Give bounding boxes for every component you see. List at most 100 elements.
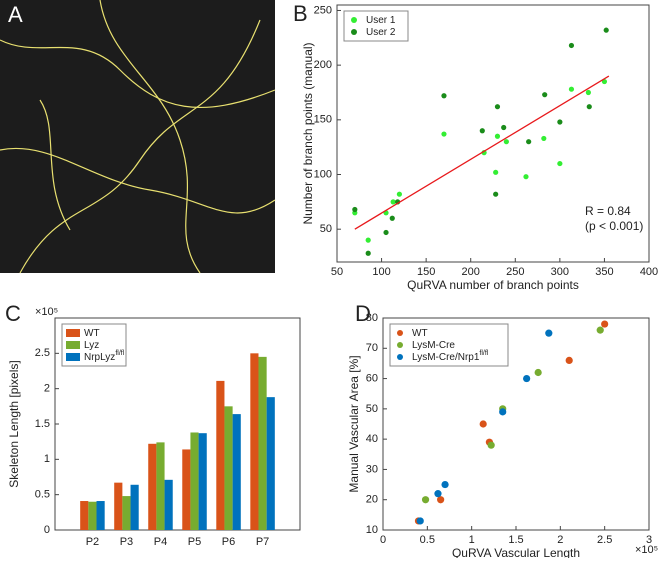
bar — [156, 442, 165, 530]
y-axis-label: Number of branch points (manual) — [301, 42, 315, 224]
micrograph — [0, 0, 275, 273]
plot-frame — [336, 4, 650, 263]
point — [494, 104, 501, 110]
legend-name: NrpLyz — [84, 352, 115, 363]
legend-box — [343, 10, 409, 42]
legend-marker — [351, 29, 357, 35]
y-tick-label: 250 — [314, 4, 332, 16]
bar — [96, 501, 105, 530]
legend-label: WT — [84, 328, 100, 339]
point — [434, 490, 442, 498]
point — [557, 119, 563, 125]
bar — [250, 353, 259, 530]
y-tick-label: 1 — [44, 453, 50, 465]
vessel-traces — [0, 0, 276, 274]
point — [586, 104, 592, 110]
panel-label: D — [355, 301, 371, 326]
point — [526, 139, 532, 145]
y-axis-label: Skeleton Length [pixels] — [7, 360, 21, 487]
point — [390, 199, 396, 205]
point — [568, 42, 575, 49]
x-tick-label: 2.5 — [597, 534, 612, 546]
y-tick-label: 20 — [366, 494, 378, 506]
point — [389, 215, 395, 221]
bar — [198, 433, 207, 530]
bar — [182, 449, 191, 530]
point — [603, 27, 609, 33]
bar — [232, 414, 241, 530]
x-axis-label: QuRVA Vascular Length — [452, 546, 580, 558]
x-tick-label: P6 — [222, 536, 235, 548]
annotation: (p < 0.001) — [585, 219, 643, 233]
point — [557, 160, 563, 167]
point — [421, 496, 430, 504]
y-tick-label: 60 — [366, 372, 378, 384]
legend-label: LysM-Cre — [412, 340, 455, 351]
fit-line — [354, 75, 610, 230]
y-tick-label: 40 — [366, 433, 378, 445]
panel-label: C — [5, 301, 21, 326]
point — [479, 128, 485, 134]
legend-marker — [351, 17, 357, 23]
y-exponent: ×10⁵ — [35, 306, 58, 318]
y-tick-label: 150 — [314, 114, 332, 126]
y-tick-label: 10 — [366, 524, 378, 536]
point — [501, 124, 507, 131]
x-tick-label: 50 — [331, 266, 343, 278]
legend-swatch — [66, 341, 80, 349]
legend-label: Lyz — [84, 340, 99, 351]
x-tick-label: 2 — [557, 534, 563, 546]
point — [568, 86, 575, 92]
y-tick-label: 1.5 — [35, 418, 50, 430]
bar — [224, 406, 233, 530]
legend-name: Lyz — [84, 340, 99, 351]
y-tick-label: 30 — [366, 463, 378, 475]
legend-label: User 1 — [366, 15, 396, 26]
bar — [122, 496, 131, 530]
point — [383, 229, 389, 236]
point — [416, 517, 424, 525]
y-tick-label: 50 — [320, 223, 332, 235]
point — [493, 169, 499, 175]
legend-label: User 2 — [366, 27, 396, 38]
point — [503, 139, 509, 145]
y-tick-label: 70 — [366, 342, 378, 354]
point — [487, 441, 495, 449]
x-exponent: ×10⁵ — [635, 544, 658, 556]
bar — [148, 443, 157, 530]
point — [479, 420, 487, 428]
legend-superscript: fl/fl — [479, 350, 488, 357]
point — [437, 496, 445, 504]
legend-label: LysM-Cre/Nrp1fl/fl — [412, 350, 489, 363]
x-axis-label: QuRVA number of branch points — [407, 278, 579, 292]
legend-swatch — [66, 329, 80, 337]
point — [565, 356, 573, 364]
point — [441, 131, 447, 137]
bar — [80, 501, 89, 530]
y-tick-label: 0.5 — [35, 489, 50, 501]
point — [499, 408, 507, 416]
y-tick-label: 100 — [314, 168, 332, 180]
legend-marker — [397, 354, 403, 360]
y-axis-label: Manual Vascular Area [%] — [347, 355, 361, 492]
bar — [190, 432, 199, 530]
x-tick-label: 1.5 — [508, 534, 523, 546]
x-tick-label: P4 — [154, 536, 167, 548]
point — [585, 89, 591, 96]
bar — [258, 356, 267, 530]
point — [541, 135, 547, 142]
point — [365, 237, 371, 243]
legend-superscript: fl/fl — [115, 350, 124, 357]
point — [441, 480, 449, 489]
x-tick-label: P5 — [188, 536, 201, 548]
point — [352, 206, 358, 213]
point — [523, 374, 531, 383]
legend-marker — [397, 342, 403, 348]
legend-marker — [397, 330, 403, 336]
bar — [130, 484, 139, 530]
legend-name: User 1 — [366, 15, 396, 26]
x-tick-label: 350 — [595, 266, 613, 278]
point — [596, 326, 604, 334]
legend-name: LysM-Cre — [412, 340, 455, 351]
